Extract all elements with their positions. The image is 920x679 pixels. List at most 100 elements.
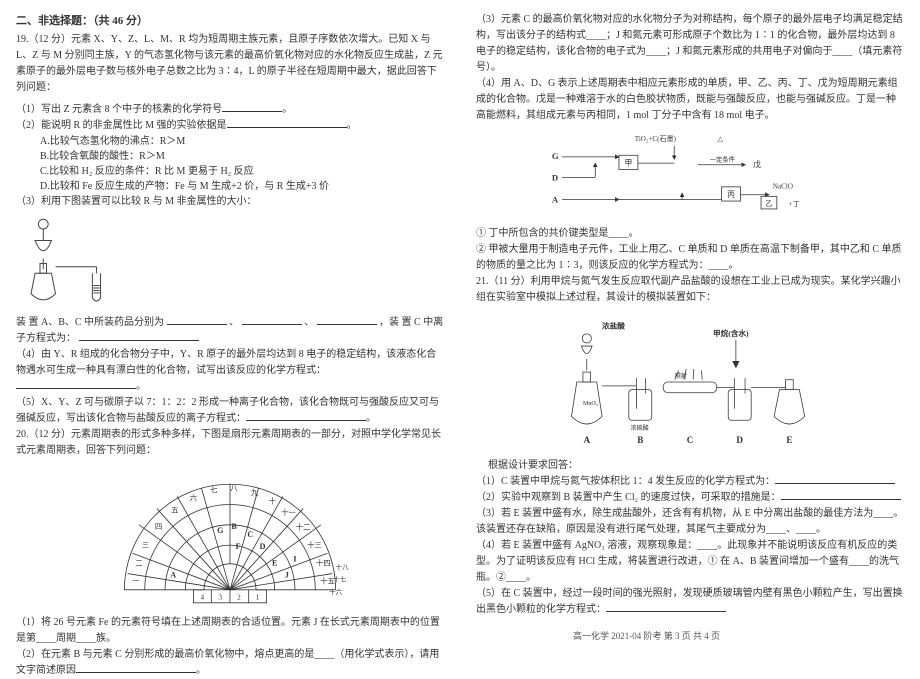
q19-optA: A.比较气态氢化物的沸点：R＞M bbox=[16, 134, 444, 149]
svg-text:八: 八 bbox=[230, 484, 238, 493]
svg-text:十: 十 bbox=[269, 497, 276, 506]
q19-optD: D.比较和 Fe 反应生成的产物：Fe 与 M 生成+2 价，与 R 生成+3 … bbox=[16, 179, 444, 194]
svg-text:F: F bbox=[236, 542, 241, 551]
blank bbox=[222, 102, 282, 112]
q21-1: （1）C 装置中甲烷与氮气按体积比 1：4 发生反应的化学方程式为： bbox=[476, 474, 904, 490]
svg-text:甲烷(含水): 甲烷(含水) bbox=[713, 328, 749, 338]
svg-text:J: J bbox=[285, 571, 289, 580]
svg-text:E: E bbox=[786, 435, 792, 445]
blank bbox=[317, 315, 377, 325]
blank bbox=[227, 118, 347, 128]
flow-diagram: TiO₂+C(石墨) △ 戊 一定条件 G D A 甲 丙 NaClO bbox=[540, 130, 840, 220]
svg-text:十一: 十一 bbox=[281, 508, 296, 517]
q21-1-text: （1）C 装置中甲烷与氮气按体积比 1：4 发生反应的化学方程式为： bbox=[476, 476, 775, 487]
blank bbox=[775, 474, 895, 484]
q20-sub1: ① 丁中所包含的共价键类型是____。 bbox=[476, 226, 904, 242]
svg-text:G: G bbox=[217, 526, 224, 535]
apparatus2-figure: 浓盐酸 MnO₂ 浓硫酸 照射 甲烷(含水) bbox=[560, 312, 820, 452]
svg-text:九: 九 bbox=[251, 488, 259, 497]
blank bbox=[246, 411, 366, 421]
svg-text:4: 4 bbox=[201, 593, 205, 602]
q20-stem: 20.（12 分）元素周期表的形式多种多样，下图是扇形元素周期表的一部分，对照中… bbox=[16, 427, 444, 459]
q19-3-after: 装 置 A、B、C 中所装药品分别为 、 、 ，装 置 C 中离子方程式为： bbox=[16, 315, 444, 347]
svg-text:B: B bbox=[637, 435, 643, 445]
right-column: （3）元素 C 的最高价氧化物对应的水化物分子为对称结构，每个原子的最外层电子均… bbox=[460, 0, 920, 650]
svg-text:D: D bbox=[552, 173, 558, 183]
blank bbox=[16, 379, 136, 389]
svg-text:A: A bbox=[552, 195, 559, 205]
svg-text:△: △ bbox=[718, 135, 724, 143]
q19-5-text: （5）X、Y、Z 可与碳原子以 7：1：2：2 形成一种离子化合物，该化合物既可… bbox=[16, 397, 439, 424]
q21-2-text: （2）实验中观察到 B 装置中产生 Cl₂ 的速度过快，可采取的措施是： bbox=[476, 492, 781, 503]
q20-1: （1）将 26 号元素 Fe 的元素符号填在上述周期表的合适位置。元素 J 在长… bbox=[16, 615, 444, 647]
svg-text:浓盐酸: 浓盐酸 bbox=[602, 320, 625, 330]
q19-1-text: （1）写出 Z 元素含 8 个中子的核素的化学符号 bbox=[16, 104, 222, 115]
svg-text:十二: 十二 bbox=[296, 523, 311, 532]
q19-4-text: （4）由 Y、R 组成的化合物分子中，Y、R 原子的最外层均达到 8 电子的稳定… bbox=[16, 349, 436, 376]
q19-optC: C.比较和 H₂ 反应的条件：R 比 M 更易于 H₂ 反应 bbox=[16, 164, 444, 179]
svg-text:MnO₂: MnO₂ bbox=[583, 401, 598, 407]
q19-1: （1）写出 Z 元素含 8 个中子的核素的化学符号。 bbox=[16, 102, 444, 118]
q20-3: （3）元素 C 的最高价氧化物对应的水化物分子为对称结构，每个原子的最外层电子均… bbox=[476, 12, 904, 76]
svg-text:E: E bbox=[272, 558, 277, 567]
svg-text:十四: 十四 bbox=[316, 558, 331, 567]
blank bbox=[781, 490, 901, 500]
svg-text:四: 四 bbox=[155, 522, 162, 531]
svg-text:2: 2 bbox=[237, 593, 241, 602]
blank bbox=[606, 602, 726, 612]
svg-text:A: A bbox=[170, 571, 176, 580]
svg-text:1: 1 bbox=[256, 593, 260, 602]
svg-text:C: C bbox=[687, 435, 694, 445]
q20-sub2: ② 甲被大量用于制造电子元件，工业上用乙、C 单质和 D 单质在高温下制备甲，其… bbox=[476, 242, 904, 274]
q21-5: （5）在 C 装置中，经过一段时间的强光照射，发现硬质玻璃管内壁有黑色小颗粒产生… bbox=[476, 586, 904, 618]
svg-text:戊: 戊 bbox=[753, 159, 761, 169]
q20-2: （2）在元素 B 与元素 C 分别形成的最高价氧化物中，熔点更高的是____（用… bbox=[16, 647, 444, 679]
q19-2-text: （2）能说明 R 的非金属性比 M 强的实验依据是 bbox=[16, 120, 227, 131]
q21-3: （3）若 E 装置中盛有水，除生成盐酸外，还含有有机物，从 E 中分离出盐酸的最… bbox=[476, 506, 904, 538]
q19-optB: B.比较含氧酸的酸性：R＞M bbox=[16, 149, 444, 164]
svg-text:D: D bbox=[260, 542, 266, 551]
left-column: 二、非选择题：（共 46 分） 19.（12 分）元素 X、Y、Z、L、M、R … bbox=[0, 0, 460, 650]
svg-text:一定条件: 一定条件 bbox=[710, 155, 735, 164]
svg-text:B: B bbox=[231, 522, 237, 531]
q19-2: （2）能说明 R 的非金属性比 M 强的实验依据是。 bbox=[16, 118, 444, 134]
q19-stem: 19.（12 分）元素 X、Y、Z、L、M、R 均为短周期主族元素，且原子序数依… bbox=[16, 32, 444, 96]
svg-text:I: I bbox=[293, 554, 296, 563]
blank bbox=[242, 315, 302, 325]
svg-text:二: 二 bbox=[135, 558, 142, 567]
q21-stem: 21.（11 分）利用甲烷与氮气发生反应取代副产品盐酸的设想在工业上已成为现实。… bbox=[476, 274, 904, 306]
q19-5: （5）X、Y、Z 可与碳原子以 7：1：2：2 形成一种离子化合物，该化合物既可… bbox=[16, 395, 444, 427]
comma: 、 bbox=[304, 317, 314, 328]
svg-text:七: 七 bbox=[210, 485, 217, 494]
svg-text:TiO₂+C(石墨): TiO₂+C(石墨) bbox=[635, 135, 677, 143]
svg-text:甲: 甲 bbox=[624, 159, 632, 168]
q21-2: （2）实验中观察到 B 装置中产生 Cl₂ 的速度过快，可采取的措施是： bbox=[476, 490, 904, 506]
svg-text:十三: 十三 bbox=[307, 541, 322, 550]
svg-text:十八: 十八 bbox=[336, 563, 350, 572]
q21-root: 根据设计要求回答： bbox=[476, 458, 904, 474]
q20-4: （4）用 A、D、G 表示上述周期表中相应元素形成的单质，甲、乙、丙、丁、戊为短… bbox=[476, 76, 904, 124]
blank bbox=[167, 315, 227, 325]
comma: 、 bbox=[229, 317, 239, 328]
svg-text:+丁: +丁 bbox=[789, 200, 800, 208]
q19-4: （4）由 Y、R 组成的化合物分子中，Y、R 原子的最外层均达到 8 电子的稳定… bbox=[16, 347, 444, 395]
blank bbox=[79, 331, 199, 341]
apparatus1-figure bbox=[16, 216, 136, 306]
svg-text:三: 三 bbox=[142, 541, 149, 550]
svg-text:丙: 丙 bbox=[727, 190, 735, 199]
q19-3-after-text: 装 置 A、B、C 中所装药品分别为 bbox=[16, 317, 164, 328]
svg-text:十六: 十六 bbox=[329, 587, 343, 596]
q19-3: （3）利用下图装置可以比较 R 与 M 非金属性的大小： bbox=[16, 194, 444, 210]
svg-text:乙: 乙 bbox=[765, 200, 772, 208]
svg-text:D: D bbox=[736, 435, 743, 445]
page-footer: 高一化学 2021-04 阶考 第 3 页 共 4 页 bbox=[573, 629, 720, 642]
fan-periodic-table: 一二 三四 五六 七八 九十 十一十二 十三十四 十五 十六 十七 十八 AG … bbox=[100, 467, 360, 607]
svg-text:NaClO: NaClO bbox=[773, 182, 793, 190]
svg-text:C: C bbox=[247, 530, 253, 539]
svg-text:一: 一 bbox=[132, 576, 139, 585]
blank bbox=[76, 663, 196, 673]
svg-text:浓硫酸: 浓硫酸 bbox=[630, 424, 648, 432]
svg-text:3: 3 bbox=[218, 593, 222, 602]
svg-text:A: A bbox=[583, 435, 590, 445]
svg-text:G: G bbox=[552, 151, 559, 161]
